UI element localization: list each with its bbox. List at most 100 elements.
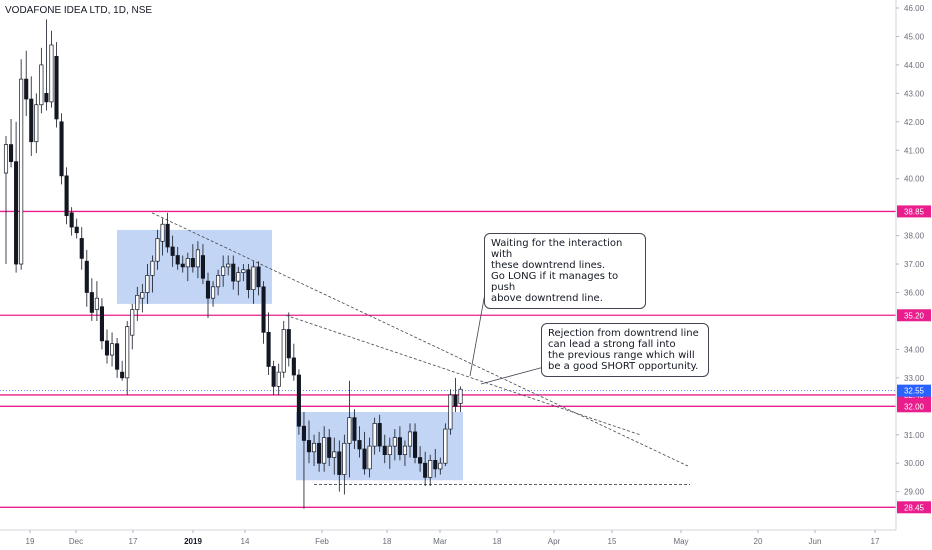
y-tick-label: 46.00: [904, 4, 925, 13]
candle-down: [271, 366, 276, 387]
level-badge-label: 38.85: [904, 207, 925, 216]
candle-up: [342, 442, 347, 475]
x-tick-label: 17: [871, 537, 880, 546]
candle-down: [190, 258, 195, 268]
candle-up: [125, 326, 130, 379]
candle-up: [312, 442, 317, 453]
candle-down: [337, 451, 342, 475]
y-tick-label: 36.00: [904, 289, 925, 298]
x-tick-label: Dec: [69, 537, 83, 546]
y-tick-label: 34.00: [904, 345, 925, 354]
candle-up: [221, 266, 226, 276]
candle-up: [19, 78, 24, 265]
y-tick-label: 38.00: [904, 232, 925, 241]
y-tick-label: 31.00: [904, 431, 925, 440]
y-tick-label: 43.00: [904, 89, 925, 98]
candle-up: [392, 437, 397, 447]
candle-down: [24, 78, 29, 100]
candle-up: [39, 64, 44, 106]
trendlines: [151, 212, 690, 485]
candle-down: [362, 448, 367, 470]
candle-down: [453, 394, 458, 407]
x-tick-label: Jun: [809, 537, 822, 546]
x-tick-label: 15: [608, 537, 617, 546]
candle-down: [44, 92, 49, 103]
candle-up: [251, 266, 256, 291]
candle-up: [347, 417, 352, 444]
candle-up: [226, 263, 231, 268]
candle-up: [443, 428, 448, 464]
candle-up: [150, 260, 155, 276]
candle-down: [317, 442, 322, 464]
y-tick-label: 37.00: [904, 260, 925, 269]
candle-down: [261, 286, 266, 333]
x-tick-label: 19: [26, 537, 35, 546]
candle-up: [216, 275, 221, 288]
x-tick-label: Apr: [548, 537, 561, 546]
candle-down: [200, 255, 206, 279]
x-tick-label: Mar: [433, 537, 447, 546]
candle-up: [195, 249, 200, 268]
candle-up: [145, 275, 150, 293]
candle-down: [74, 226, 79, 234]
candle-down: [377, 423, 382, 447]
candle-down: [357, 440, 362, 450]
level-badge: [897, 309, 931, 322]
candle-down: [296, 374, 301, 427]
candle-up: [135, 294, 140, 310]
candle-down: [266, 331, 271, 367]
y-tick-label: 45.00: [904, 32, 925, 41]
candle-up: [94, 297, 99, 310]
candle-down: [115, 343, 120, 370]
y-tick-label: 30.00: [904, 459, 925, 468]
candle-down: [89, 292, 94, 313]
candle-up: [372, 423, 377, 447]
candle-up: [281, 329, 286, 373]
annotation-long: Waiting for the interaction with these d…: [484, 233, 646, 309]
level-badge: [897, 501, 931, 514]
downtrend-line-upper: [151, 212, 689, 467]
candle-down: [104, 340, 110, 356]
candle-down: [418, 457, 423, 464]
y-tick-label: 40.00: [904, 175, 925, 184]
level-badge: [897, 400, 931, 413]
pointer-short: [480, 366, 545, 385]
candle-down: [120, 371, 125, 379]
candle-down: [180, 263, 185, 268]
candle-down: [397, 437, 402, 456]
candle-down: [79, 238, 84, 259]
candle-down: [352, 417, 357, 441]
candle-up: [387, 445, 392, 456]
y-tick-label: 44.00: [904, 61, 925, 70]
x-tick-label: 18: [493, 537, 502, 546]
candle-down: [301, 425, 307, 441]
candle-down: [29, 98, 34, 143]
level-badge-label: 28.45: [904, 503, 925, 512]
level-badge: [897, 205, 931, 218]
y-tick-label: 41.00: [904, 146, 925, 155]
candle-down: [413, 431, 418, 458]
x-tick-label: 18: [383, 537, 392, 546]
candle-down: [165, 223, 170, 248]
candle-down: [291, 357, 296, 376]
candle-down: [246, 269, 251, 291]
candle-down: [205, 280, 211, 299]
candle-up: [322, 437, 327, 464]
candle-down: [170, 246, 175, 256]
y-tick-label: 42.00: [904, 118, 925, 127]
candles: [3, 19, 463, 509]
candle-up: [402, 445, 408, 456]
candle-up: [407, 431, 413, 447]
candle-up: [332, 451, 337, 458]
x-tick-label: May: [673, 537, 688, 546]
candle-up: [458, 388, 463, 404]
candle-down: [175, 255, 180, 265]
candle-up: [276, 371, 281, 387]
x-tick-label: 2019: [184, 537, 202, 546]
level-badge-label: 32.00: [904, 402, 925, 411]
x-tick-label: 20: [754, 537, 763, 546]
candle-up: [155, 238, 160, 262]
